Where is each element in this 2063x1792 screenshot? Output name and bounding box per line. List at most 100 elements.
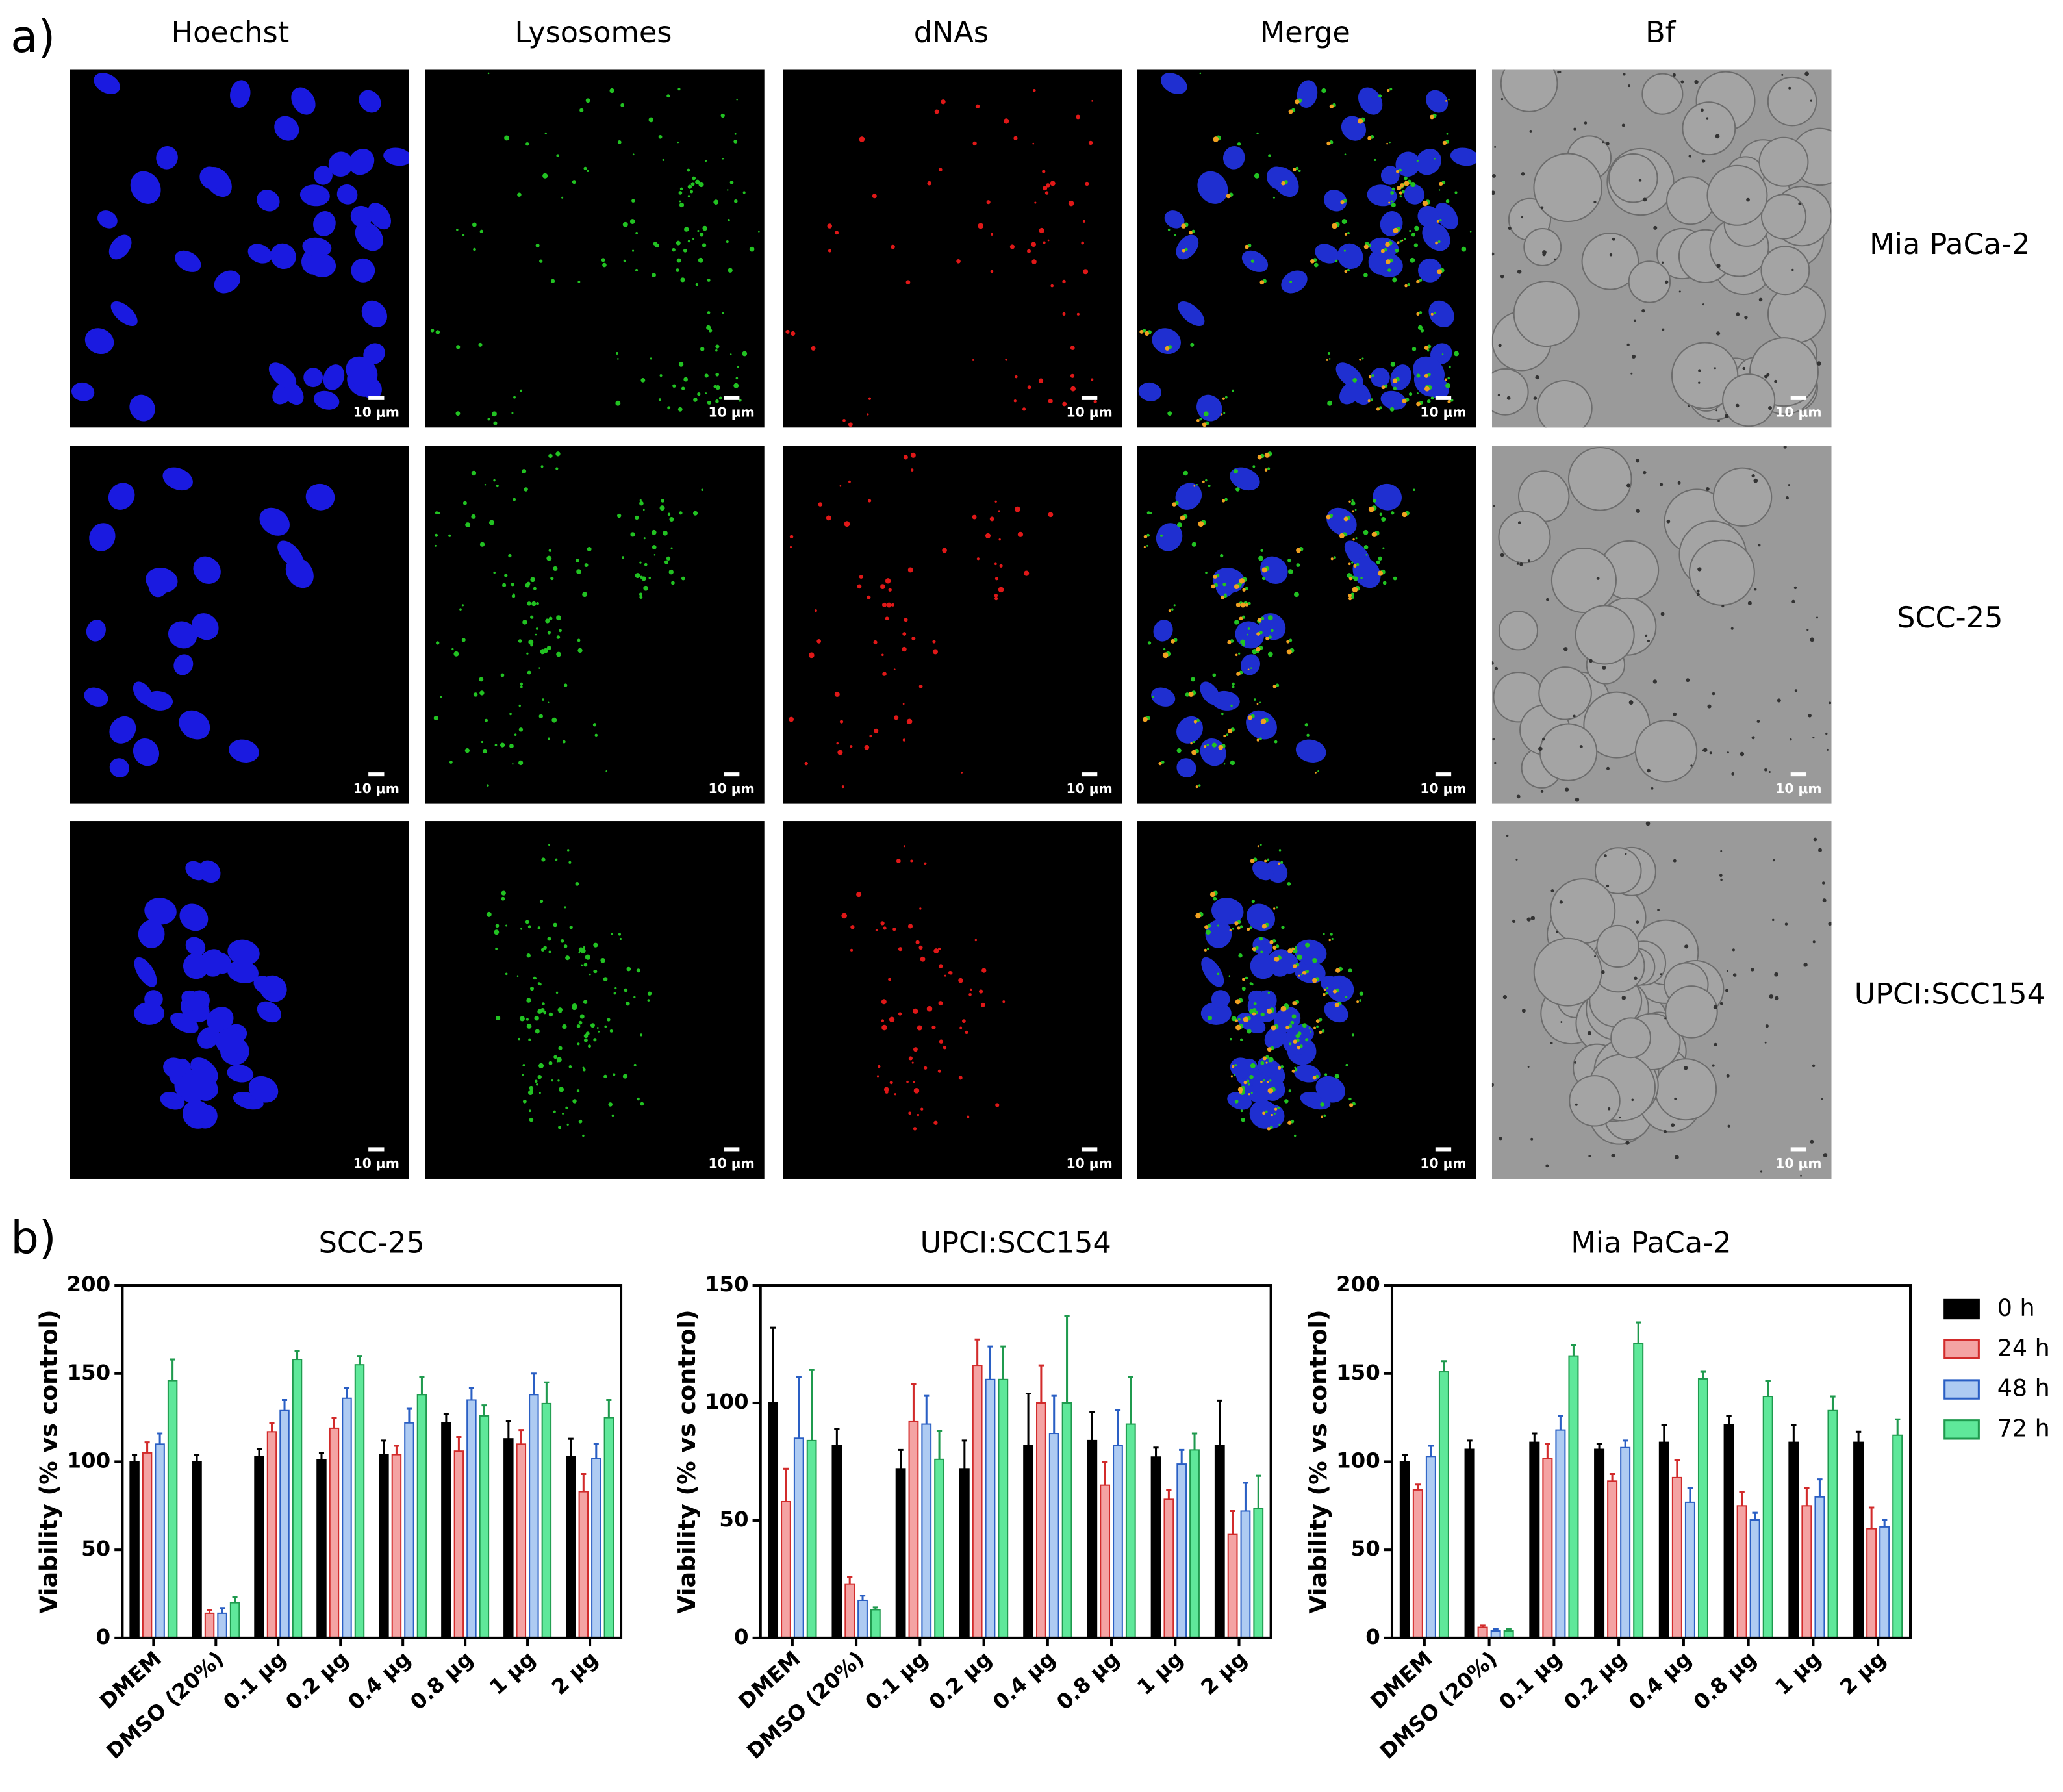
lysosome-speck bbox=[642, 509, 645, 511]
lysosome-speck bbox=[451, 648, 454, 651]
lysosome-speck bbox=[1341, 219, 1347, 224]
panel-label: a) bbox=[10, 11, 55, 63]
lysosome-speck bbox=[517, 192, 522, 197]
lysosome-speck bbox=[619, 937, 622, 940]
lysosome-speck bbox=[630, 532, 635, 537]
dna-speck bbox=[816, 639, 821, 644]
cell-outline bbox=[1498, 611, 1539, 651]
dna-speck bbox=[808, 652, 815, 659]
lysosome-speck bbox=[693, 398, 698, 402]
dna-speck bbox=[1256, 703, 1259, 705]
lysosome-speck bbox=[535, 633, 537, 636]
lysosome-speck bbox=[639, 499, 642, 501]
nucleus bbox=[1335, 362, 1363, 389]
bar bbox=[1594, 1448, 1605, 1639]
lysosome-speck bbox=[1249, 926, 1253, 930]
lysosome-speck bbox=[1351, 499, 1354, 501]
lysosome-speck bbox=[472, 222, 477, 227]
lysosome-speck bbox=[1241, 615, 1246, 619]
dna-speck bbox=[1033, 89, 1036, 92]
bar bbox=[1788, 1441, 1799, 1639]
nucleus bbox=[194, 1104, 218, 1129]
y-tick-label: 50 bbox=[719, 1507, 748, 1532]
lysosome-speck bbox=[482, 748, 488, 754]
bar bbox=[1658, 1441, 1669, 1639]
dna-speck bbox=[1162, 652, 1169, 659]
lysosome-speck bbox=[641, 576, 646, 581]
lysosome-speck bbox=[676, 240, 681, 246]
dna-speck bbox=[898, 1012, 902, 1016]
lysosome-speck bbox=[544, 132, 547, 134]
dna-speck bbox=[1380, 249, 1385, 253]
nucleus bbox=[1373, 253, 1403, 277]
dna-speck bbox=[1348, 562, 1351, 566]
lysosome-speck bbox=[607, 1018, 611, 1022]
lysosome-speck bbox=[667, 406, 671, 410]
nucleus bbox=[1418, 258, 1442, 283]
lysosome-speck bbox=[584, 563, 589, 567]
dna-speck bbox=[1015, 506, 1020, 512]
lysosome-speck bbox=[1268, 154, 1271, 157]
lysosome-speck bbox=[531, 601, 537, 607]
debris bbox=[1788, 484, 1790, 486]
lysosome-speck bbox=[648, 117, 654, 123]
dna-speck bbox=[1273, 907, 1276, 910]
dna-speck bbox=[1445, 378, 1448, 381]
x-tick-label: 1 μg bbox=[1132, 1647, 1188, 1700]
dna-speck bbox=[1068, 200, 1074, 207]
dna-speck bbox=[868, 499, 872, 503]
debris bbox=[1721, 605, 1725, 608]
dna-speck bbox=[1204, 925, 1209, 929]
lysosome-speck bbox=[651, 529, 657, 535]
lysosome-speck bbox=[546, 555, 552, 561]
debris bbox=[1702, 748, 1708, 753]
debris bbox=[1822, 898, 1827, 903]
dna-speck bbox=[889, 1016, 895, 1022]
scale-bar-label: 10 μm bbox=[353, 781, 399, 796]
lysosome-speck bbox=[440, 696, 442, 698]
debris bbox=[1550, 889, 1554, 893]
dna-speck bbox=[1430, 114, 1434, 120]
nucleus bbox=[350, 205, 373, 228]
dna-speck bbox=[998, 538, 1001, 541]
lysosome-speck bbox=[631, 249, 635, 252]
lysosome-speck bbox=[639, 561, 642, 564]
x-tick-label: 0.8 μg bbox=[1052, 1647, 1124, 1715]
error-bar bbox=[394, 1445, 399, 1455]
debris bbox=[1674, 1097, 1677, 1100]
scale-bar bbox=[368, 396, 385, 400]
lysosome-speck bbox=[479, 677, 484, 682]
bar bbox=[1240, 1510, 1251, 1639]
debris bbox=[1500, 274, 1504, 279]
lysosome-speck bbox=[1351, 596, 1355, 599]
lysosome-speck bbox=[1290, 1020, 1295, 1025]
lysosome-speck bbox=[533, 587, 537, 590]
error-bar bbox=[911, 1383, 917, 1422]
error-bar bbox=[1532, 1432, 1538, 1443]
lysosome-speck bbox=[493, 479, 496, 482]
lysosome-speck bbox=[601, 258, 605, 262]
lysosome-speck bbox=[548, 453, 553, 459]
lysosome-speck bbox=[464, 748, 470, 753]
lysosome-speck bbox=[576, 569, 581, 574]
dna-speck bbox=[1204, 745, 1207, 748]
bar bbox=[1023, 1445, 1033, 1639]
error-bar bbox=[232, 1596, 238, 1603]
error-bar bbox=[318, 1452, 324, 1460]
debris bbox=[1758, 544, 1761, 547]
lysosome-speck bbox=[1250, 1063, 1256, 1068]
error-bar bbox=[157, 1432, 163, 1445]
debris bbox=[1794, 689, 1798, 692]
lysosome-speck bbox=[602, 262, 607, 268]
nucleus bbox=[227, 1065, 254, 1083]
nucleus bbox=[257, 1001, 281, 1023]
lysosome-speck bbox=[1277, 1106, 1280, 1109]
debris bbox=[1630, 372, 1633, 375]
dna-speck bbox=[1039, 227, 1044, 234]
lysosome-speck bbox=[603, 977, 608, 981]
nucleus bbox=[207, 1007, 234, 1033]
dna-speck bbox=[818, 502, 823, 507]
dna-speck bbox=[1221, 499, 1226, 503]
dna-speck bbox=[937, 947, 941, 951]
lysosome-speck bbox=[1230, 704, 1233, 707]
